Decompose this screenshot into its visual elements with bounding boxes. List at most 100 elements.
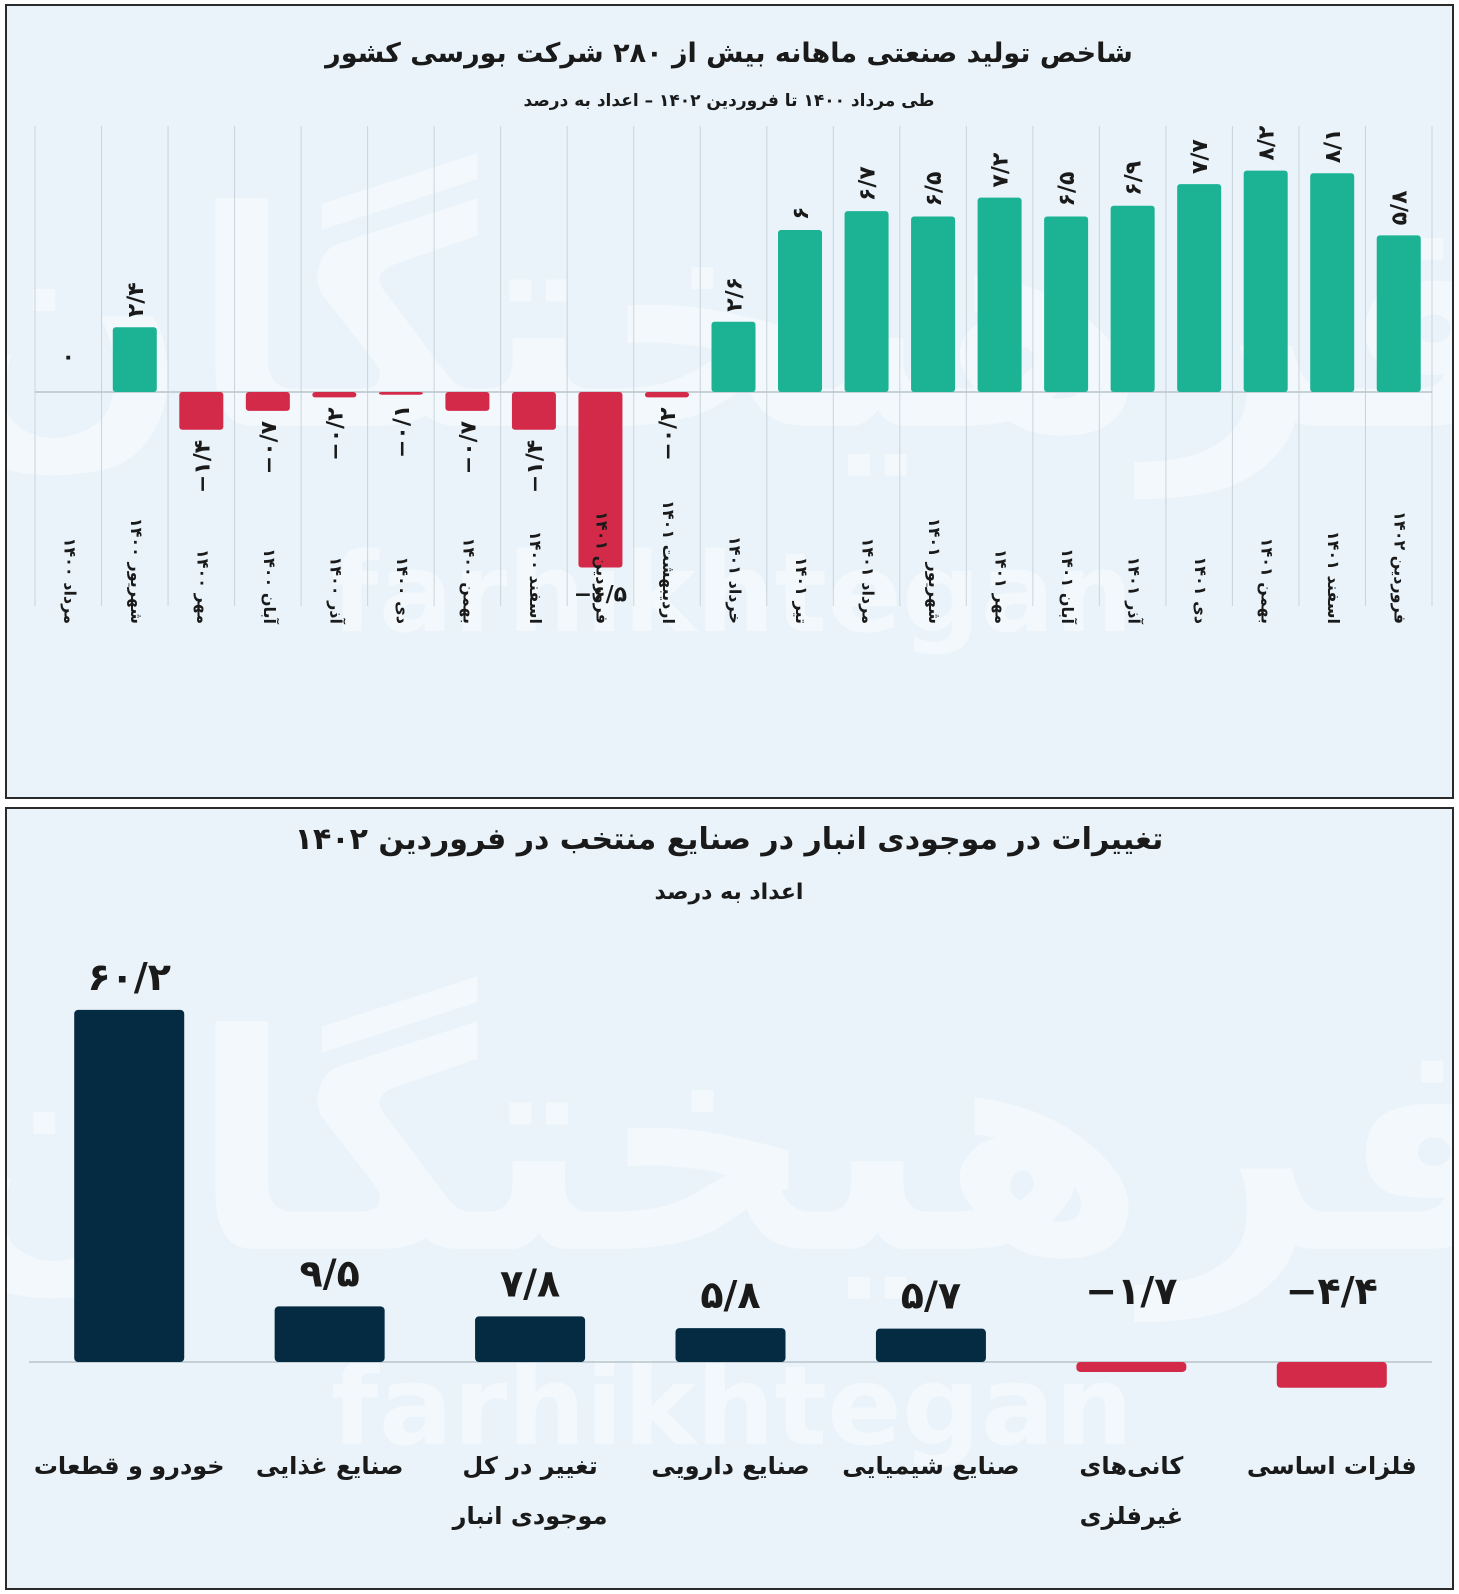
value-labels: ۶۰/۲ ۹/۵ ۷/۸ ۵/۸ ۵/۷ −۱/۷ −۴/۴ <box>87 955 1377 1318</box>
category-label: دی ۱۴۰۱ <box>1191 556 1210 624</box>
inventory-change-chart: فرهیختگان farhikhtegan تغییرات در موجودی… <box>7 822 1452 1530</box>
category-label: فلزات اساسی <box>1247 1452 1417 1480</box>
bar <box>179 392 224 430</box>
value-label: ۵/۷ <box>901 1274 961 1318</box>
bar <box>312 392 357 398</box>
bar <box>1376 235 1421 392</box>
category-label: مرداد ۱۴۰۰ <box>60 538 79 624</box>
value-labels: ۰ ۲/۴ −۱/۴ −۰/۷ −۰/۲ −۰/۱ −۰/۷ −۱/۴ −۶/۵ −۰/۲ ۲/۶ ۶… <box>62 125 1413 607</box>
category-label: کانی‌های <box>1079 1452 1183 1480</box>
watermark-en: farhikhtegan <box>331 529 1133 657</box>
value-label: −۱/۴ <box>523 440 548 493</box>
category-label: خودرو و قطعات <box>34 1452 225 1480</box>
watermark-fa: فرهیختگان <box>7 971 1452 1324</box>
bar <box>475 1316 586 1362</box>
bar <box>445 392 490 411</box>
category-label: شهریور ۱۴۰۱ <box>925 518 944 624</box>
category-label: خرداد ۱۴۰۱ <box>726 536 745 624</box>
bar <box>778 230 823 392</box>
chart-subtitle: اعداد به درصد <box>655 880 804 905</box>
bar <box>977 197 1022 392</box>
category-label: بهمن ۱۴۰۱ <box>1258 538 1277 624</box>
value-label: ۶/۷ <box>856 166 881 201</box>
category-label: شهریور ۱۴۰۰ <box>127 518 146 624</box>
value-label: −۰/۲ <box>656 407 681 461</box>
value-label: −۶/۵ <box>574 583 627 608</box>
value-label: −۰/۱ <box>390 405 415 458</box>
bar <box>911 216 956 392</box>
category-labels: خودرو و قطعات صنایع غذایی تغییر در کل موجود… <box>34 1452 1417 1530</box>
bar <box>1110 205 1155 392</box>
category-label: صنایع دارویی <box>651 1452 809 1480</box>
value-label: ۶/۵ <box>1055 172 1080 207</box>
value-label: −۰/۷ <box>257 420 282 474</box>
top-chart-panel: فرهیختگان farhikhtegan شاخص تولید صنعتی … <box>5 4 1454 799</box>
bar <box>245 392 290 411</box>
category-labels: مرداد ۱۴۰۰ شهریور ۱۴۰۰ مهر ۱۴۰۰ آبان ۱۴۰۰ آذ… <box>60 500 1409 624</box>
value-label: ۹/۵ <box>300 1251 360 1295</box>
value-label: ۵/۸ <box>700 1273 760 1317</box>
category-label: اسفند ۱۴۰۰ <box>526 531 545 624</box>
category-label: تیر ۱۴۰۱ <box>792 557 811 624</box>
category-label: موجودی انبار <box>452 1502 608 1530</box>
value-label: ۶ <box>789 207 814 220</box>
category-label: اردیبهشت ۱۴۰۱ <box>659 500 678 624</box>
category-label: غیرفلزی <box>1080 1502 1184 1530</box>
category-label: صنایع شیمیایی <box>842 1452 1019 1480</box>
bar <box>1076 1362 1187 1372</box>
chart-subtitle: طی مرداد ۱۴۰۰ تا فروردین ۱۴۰۲ – اعداد به… <box>524 91 935 111</box>
bar <box>74 1009 185 1362</box>
bar <box>511 392 556 430</box>
category-label: صنایع غذایی <box>256 1452 404 1480</box>
value-label: ۵/۸ <box>1388 190 1413 225</box>
bars <box>29 1009 1432 1388</box>
value-label: ۲/۶ <box>723 277 748 312</box>
watermark-en: farhikhtegan <box>331 1342 1133 1470</box>
bar <box>875 1328 986 1362</box>
category-label: فروردین ۱۴۰۲ <box>1391 511 1410 624</box>
value-label: ۷/۷ <box>1188 139 1213 174</box>
category-label: آذر ۱۴۰۰ <box>326 556 346 624</box>
category-label: دی ۱۴۰۰ <box>393 556 412 624</box>
bars <box>112 170 1421 568</box>
chart-title: تغییرات در موجودی انبار در صنایع منتخب د… <box>295 822 1164 857</box>
value-label: −۰/۲ <box>323 407 348 461</box>
industrial-production-chart: فرهیختگان farhikhtegan شاخص تولید صنعتی … <box>7 38 1452 657</box>
value-label: −۰/۷ <box>456 420 481 474</box>
bar <box>1044 216 1089 392</box>
bar <box>378 392 423 395</box>
category-label: اسفند ۱۴۰۱ <box>1324 531 1343 624</box>
category-label: مرداد ۱۴۰۱ <box>859 538 878 624</box>
bar <box>675 1328 786 1362</box>
bar <box>1243 170 1288 392</box>
bar <box>844 211 889 392</box>
value-label: ۶/۹ <box>1122 161 1147 196</box>
bar <box>578 392 623 568</box>
value-label: ۸/۲ <box>1255 125 1280 160</box>
category-label: بهمن ۱۴۰۰ <box>459 538 478 624</box>
value-label: ۲/۴ <box>124 282 149 317</box>
value-label: ۶/۵ <box>922 172 947 207</box>
bottom-chart-panel: فرهیختگان farhikhtegan تغییرات در موجودی… <box>5 807 1454 1590</box>
category-label: فروردین ۱۴۰۱ <box>592 511 611 624</box>
category-label: مهر ۱۴۰۱ <box>992 549 1011 624</box>
category-label: آبان ۱۴۰۰ <box>260 548 280 624</box>
bar <box>1276 1362 1387 1388</box>
bar <box>112 327 157 392</box>
value-label: ۸/۱ <box>1321 128 1346 163</box>
bar <box>1177 184 1222 392</box>
bar <box>1310 173 1355 392</box>
value-label: ۰ <box>62 345 75 370</box>
value-label: −۴/۴ <box>1286 1269 1378 1313</box>
category-label: مهر ۱۴۰۰ <box>193 549 212 624</box>
value-label: ۷/۲ <box>989 152 1014 187</box>
category-label: آبان ۱۴۰۱ <box>1058 548 1078 624</box>
bar <box>274 1306 385 1362</box>
bar <box>644 392 689 398</box>
category-label: تغییر در کل <box>462 1452 597 1480</box>
category-label: آذر ۱۴۰۱ <box>1125 556 1145 624</box>
bar <box>711 321 756 392</box>
value-label: −۱/۷ <box>1085 1269 1177 1313</box>
value-label: ۶۰/۲ <box>87 955 170 999</box>
value-label: −۱/۴ <box>190 440 215 493</box>
